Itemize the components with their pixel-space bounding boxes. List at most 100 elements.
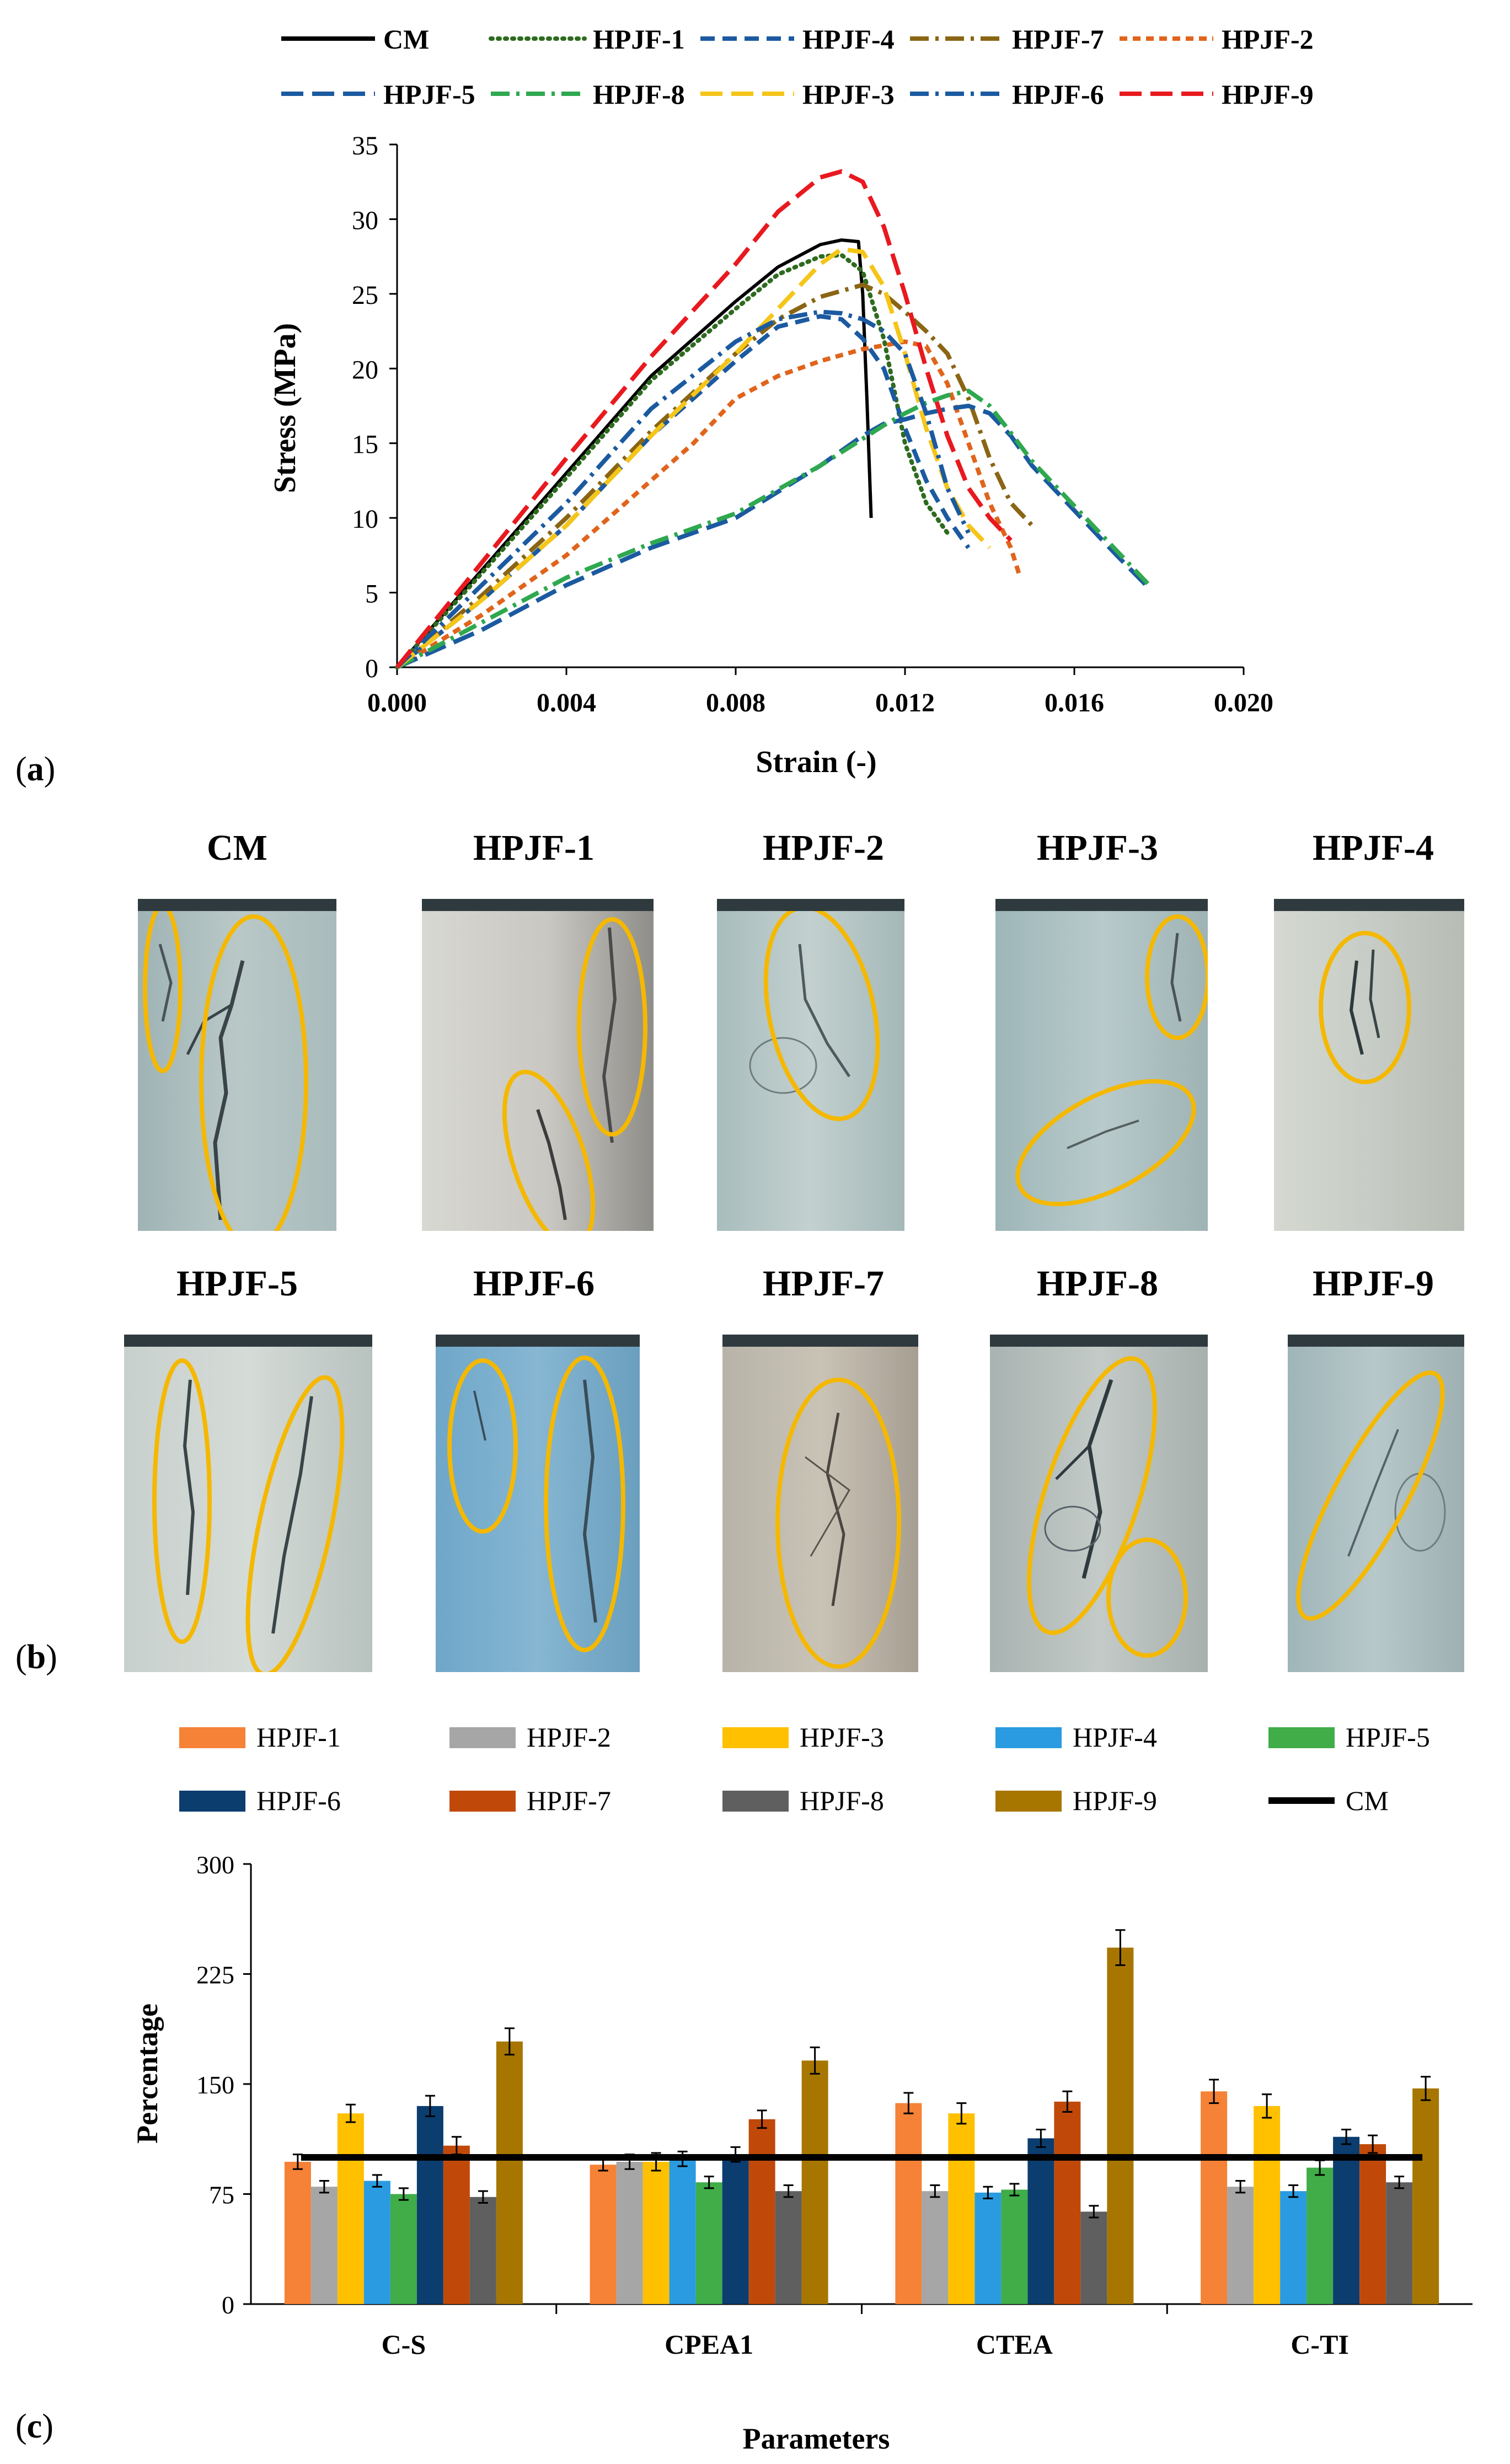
crack-highlight [245,1375,345,1672]
error-bar [956,2102,967,2125]
category-label: CTEA [976,2329,1053,2360]
x-tick-label: 0.008 [706,688,765,717]
specimen-photo-grid: CM HPJF-1 HPJF-2 HPJF-3 HPJF-4 [0,822,1510,1676]
photo-hpjf-9 [1288,1335,1464,1672]
legend-swatch-hpjf-5 [1268,1727,1335,1748]
stress-strain-chart: CM HPJF-1 HPJF-4 HPJF-7 HPJF-2 HPJF-5 HPJF-8 HP… [268,24,1314,779]
bar-hpjf-8-c-s [469,2197,496,2304]
error-bar [1368,2134,1378,2154]
bar-hpjf-6-ctea [1027,2138,1054,2304]
x-tick-label: 0.020 [1214,688,1273,717]
bar-hpjf-2-cpea1 [616,2161,643,2304]
error-bar [704,2176,714,2189]
series-line-hpjf-5 [396,404,1153,669]
bar-hpjf-3-c-s [337,2113,364,2304]
bar-hpjf-5-ctea [1001,2189,1028,2304]
bar-hpjf-5-c-s [390,2194,417,2304]
legend-label-hpjf-4: HPJF-4 [1073,1722,1157,1753]
x-axis-label: Parameters [743,2422,890,2455]
y-axis-label: Stress (MPa) [268,323,302,493]
crack-highlight [199,914,308,1231]
crack-highlight [763,911,880,1121]
crack-highlight [577,917,647,1137]
error-bar [1341,2128,1352,2145]
error-bar [1209,2079,1219,2104]
bar-hpjf-7-cpea1 [748,2119,775,2304]
bar-hpjf-8-c-ti [1386,2182,1413,2304]
error-bar [930,2184,940,2198]
photo-hpjf-7 [722,1335,918,1672]
error-bar [1036,2128,1046,2148]
legend-label-cm: CM [383,24,429,55]
legend-swatch-hpjf-7 [449,1791,516,1812]
legend-label-hpjf-2: HPJF-2 [527,1722,611,1753]
crack-highlight [143,911,183,1073]
photo-hpjf-8 [990,1335,1208,1672]
bar-hpjf-2-c-ti [1227,2187,1254,2304]
legend-label-hpjf-6: HPJF-6 [256,1785,341,1816]
legend-label-hpjf-6: HPJF-6 [1012,79,1104,110]
error-bar [398,2187,409,2201]
photo-cm [138,899,336,1231]
photo-title-hpjf-9: HPJF-9 [1313,1263,1434,1304]
legend-label-hpjf-8: HPJF-8 [800,1785,884,1816]
error-bar [903,2092,914,2114]
series-line-cm [395,238,873,668]
legend-label-hpjf-5: HPJF-5 [383,79,475,110]
x-axis-label: Strain (-) [756,745,876,779]
legend-label-hpjf-3: HPJF-3 [802,79,895,110]
photo-title-hpjf-4: HPJF-4 [1313,828,1434,868]
series-line-hpjf-3 [395,247,992,669]
error-bar [1009,2183,1020,2197]
y-tick-label: 150 [196,2071,234,2099]
bar-hpjf-4-cpea1 [669,2158,696,2304]
legend-label-hpjf-1: HPJF-1 [593,24,685,55]
y-tick-label: 75 [209,2181,234,2209]
line-legend: CM HPJF-1 HPJF-4 HPJF-7 HPJF-2 HPJF-5 HPJF-8 HP… [281,24,1314,110]
bar-hpjf-9-cpea1 [801,2060,828,2304]
series-line-hpjf-7 [395,282,1034,669]
y-tick-label: 5 [365,580,378,609]
legend-label-hpjf-2: HPJF-2 [1222,24,1314,55]
series-line-hpjf-9 [395,169,1013,669]
crack-highlight [447,1358,518,1534]
bar-hpjf-1-c-ti [1201,2091,1228,2304]
crack-highlight [502,1069,596,1231]
error-bar [1394,2176,1405,2189]
photo-hpjf-5 [124,1335,372,1672]
bar-hpjf-1-ctea [895,2103,922,2304]
photo-hpjf-4 [1274,899,1464,1231]
crack-highlight [1015,1079,1196,1207]
series-line-hpjf-8 [396,388,1153,669]
photo-title-cm: CM [207,828,267,868]
series-line-hpjf-2 [395,339,1022,669]
error-bar [345,2103,356,2123]
bar-hpjf-6-c-ti [1333,2136,1360,2304]
bar-hpjf-6-c-s [416,2106,443,2304]
bar-hpjf-5-cpea1 [695,2182,722,2304]
legend-label-hpjf-1: HPJF-1 [256,1722,341,1753]
bar-hpjf-3-ctea [948,2113,975,2304]
axes: 0 5 10 15 20 25 30 35 0.000 0.004 0.008 0.012 0.016 0… [352,131,1273,717]
error-bar [478,2190,488,2204]
photo-hpjf-6 [436,1335,640,1672]
legend-swatch-hpjf-3 [722,1727,789,1748]
legend-label-hpjf-5: HPJF-5 [1346,1722,1430,1753]
bar-hpjf-3-c-ti [1254,2106,1281,2304]
bar-hpjf-1-cpea1 [590,2165,617,2304]
bar-hpjf-2-c-s [310,2187,338,2304]
bar-hpjf-5-c-ti [1306,2167,1334,2304]
panel-label-b: (b) [15,1638,57,1676]
photo-title-hpjf-3: HPJF-3 [1037,828,1158,868]
crack-highlight [1027,1356,1157,1635]
y-tick-label: 35 [352,131,378,160]
crack-highlight [152,1358,212,1644]
photo-title-hpjf-8: HPJF-8 [1037,1263,1158,1304]
crack-highlight [1106,1538,1188,1658]
y-tick-label: 300 [196,1851,234,1879]
y-tick-label: 10 [352,505,378,534]
category-label: CPEA1 [665,2329,753,2360]
photo-title-hpjf-1: HPJF-1 [473,828,595,868]
legend-label-hpjf-4: HPJF-4 [802,24,895,55]
photo-hpjf-2 [717,899,904,1231]
